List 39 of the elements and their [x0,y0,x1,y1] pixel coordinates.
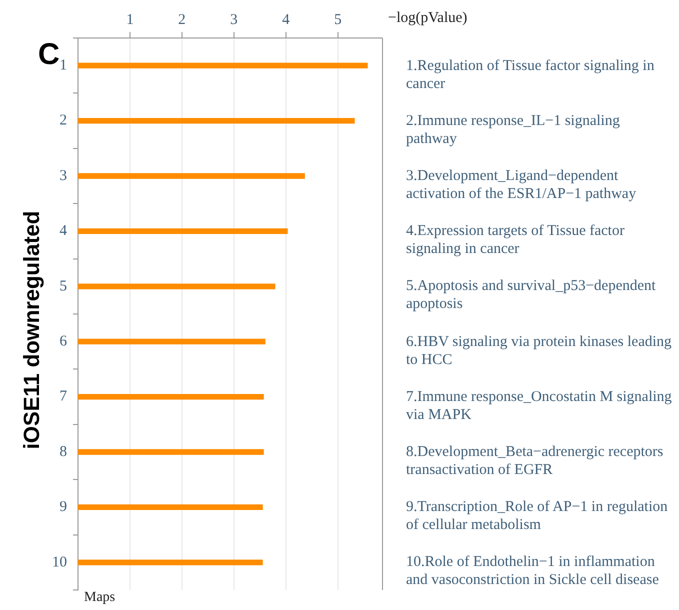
text: 7.Immune response_Oncostatin M signaling via MAPK [406,388,673,424]
bar [78,560,263,566]
y-tick-label: 3 [60,168,67,184]
text: 3.Development_Ligand−dependent activation of the ESR1/AP−1 pathway [406,167,638,203]
annotation: Maps [84,590,116,606]
text: 2.Immune response_IL−1 signaling pathway [406,112,621,148]
text: 4.Expression targets of Tissue factor signaling in cancer [406,222,626,258]
bar [78,118,355,124]
y-tick-label: 4 [60,223,68,240]
text: 5.Apoptosis and survival_p53−dependent apoptosis [406,277,657,314]
bar [78,504,263,510]
text: 1.Regulation of Tissue factor signaling in cancer [406,56,656,93]
bar [78,284,276,290]
bar [78,62,368,68]
chart-title: C [38,38,60,72]
bar [78,228,288,234]
y-tick-label: 9 [60,499,67,516]
y-tick-label: 5 [60,278,67,294]
text: 10.Role of Endothelin−1 in inflammation and vasoconstriction in Sickle cell disease [406,553,660,590]
y-tick-label: 8 [60,444,67,460]
bar [78,394,264,400]
x-tick-label: 3 [230,12,238,28]
bar [78,449,264,455]
text: 6.HBV signaling via protein kinases leading to HCC [406,332,673,369]
y-axis-title: iOSE11 downregulated [19,210,45,450]
x-tick-label: 5 [334,12,342,28]
x-tick-label: 2 [178,12,186,28]
text: 9.Transcription_Role of AP−1 in regulation of cellular metabolism [406,498,669,534]
x-axis-title: −log(pValue) [388,10,468,27]
x-tick-label: 1 [126,12,134,28]
text: 8.Development_Beta−adrenergic receptors transactivation of EGFR [406,443,664,479]
y-tick-label: 2 [60,112,67,129]
y-tick-label: 7 [60,388,68,405]
y-tick-label: 1 [60,58,67,74]
x-tick-label: 4 [282,12,290,28]
bar [78,173,305,179]
y-tick-label: 6 [60,334,68,350]
y-tick-label: 10 [52,554,67,570]
bar [78,338,266,344]
